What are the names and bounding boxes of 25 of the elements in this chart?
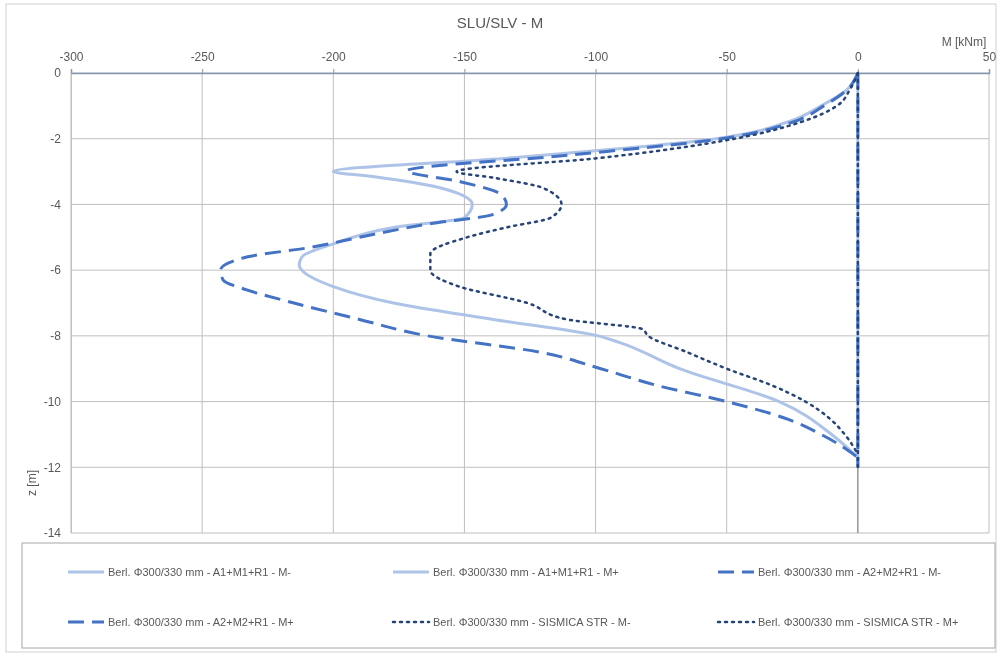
legend-label: Berl. Φ300/330 mm - A1+M1+R1 - M- — [108, 566, 292, 578]
y-tick-label: -2 — [50, 132, 62, 147]
chart-title: SLU/SLV - M — [456, 14, 544, 31]
y-tick-label: -8 — [50, 329, 62, 344]
legend-label: Berl. Φ300/330 mm - SISMICA STR - M- — [433, 616, 631, 628]
x-tick-label: -50 — [718, 50, 737, 65]
legend-label: Berl. Φ300/330 mm - A2+M2+R1 - M+ — [108, 616, 294, 628]
y-tick-label: -4 — [50, 197, 62, 212]
y-tick-label: -14 — [43, 526, 62, 541]
legend-label: Berl. Φ300/330 mm - A1+M1+R1 - M+ — [433, 566, 619, 578]
x-tick-label: 50 — [982, 50, 997, 65]
y-tick-label: -10 — [43, 394, 62, 409]
y-axis-title: z [m] — [25, 470, 39, 496]
y-tick-label: -12 — [43, 460, 62, 475]
x-tick-label: -100 — [584, 50, 609, 65]
x-axis-title: M [kNm] — [941, 35, 987, 49]
x-tick-label: -200 — [321, 50, 347, 65]
x-tick-label: -250 — [190, 50, 215, 65]
x-tick-label: -150 — [452, 50, 478, 65]
y-tick-label: -6 — [50, 263, 62, 278]
legend-label: Berl. Φ300/330 mm - A2+M2+R1 - M- — [758, 566, 942, 578]
x-tick-label: 0 — [855, 50, 863, 65]
x-tick-label: -300 — [59, 50, 84, 65]
legend-label: Berl. Φ300/330 mm - SISMICA STR - M+ — [758, 616, 959, 628]
y-tick-label: 0 — [54, 66, 62, 81]
